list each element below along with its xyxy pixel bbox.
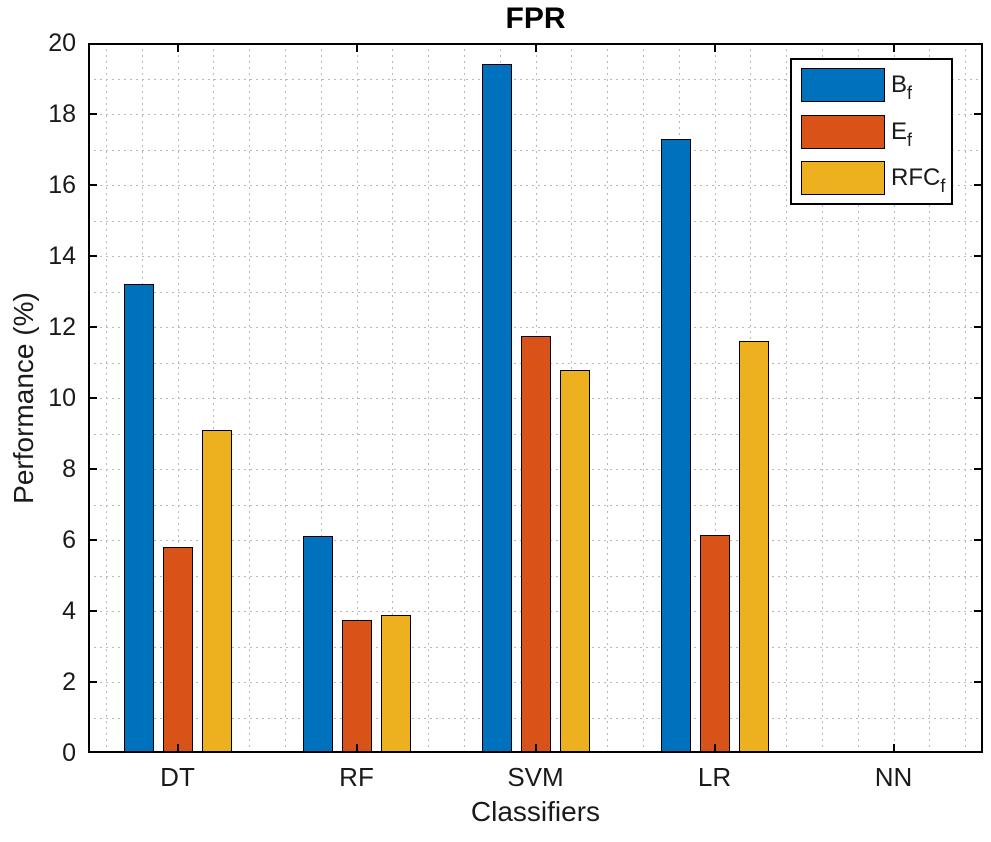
legend-swatch-Bf bbox=[801, 68, 885, 102]
y-axis-tick bbox=[974, 184, 983, 186]
y-tick-label: 6 bbox=[62, 526, 76, 554]
x-axis-tick bbox=[355, 744, 358, 753]
y-tick-label: 0 bbox=[62, 739, 76, 767]
grid-line-horizontal bbox=[88, 327, 983, 328]
y-tick-label: 8 bbox=[62, 455, 76, 483]
y-tick-label: 18 bbox=[48, 100, 76, 128]
y-tick-label: 2 bbox=[62, 668, 76, 696]
bar-Bf-RF bbox=[302, 536, 333, 753]
x-category-label: NN bbox=[874, 762, 913, 792]
grid-line-horizontal bbox=[88, 220, 983, 222]
y-axis-tick bbox=[88, 610, 97, 612]
bar-Ef-RF bbox=[341, 619, 372, 753]
bar-Bf-DT bbox=[123, 284, 154, 753]
x-axis-tick bbox=[176, 744, 179, 753]
grid-line-horizontal bbox=[88, 256, 983, 257]
y-axis-tick bbox=[974, 468, 983, 470]
chart-title: FPR bbox=[505, 2, 566, 35]
y-axis-tick bbox=[88, 113, 97, 115]
y-axis-tick bbox=[88, 184, 97, 186]
y-axis-tick bbox=[88, 468, 97, 470]
y-axis-tick bbox=[88, 681, 97, 683]
y-tick-label: 20 bbox=[48, 29, 76, 57]
legend-item-Ef: Ef bbox=[801, 114, 949, 150]
bar-Ef-SVM bbox=[520, 335, 551, 753]
y-tick-label: 16 bbox=[48, 171, 76, 199]
y-axis-tick bbox=[88, 397, 97, 399]
y-axis-tick bbox=[974, 539, 983, 541]
x-axis-label: Classifiers bbox=[470, 796, 601, 827]
x-axis-tick bbox=[534, 43, 537, 52]
x-axis-tick bbox=[713, 43, 716, 52]
x-axis-tick bbox=[355, 43, 358, 52]
x-category-label: LR bbox=[697, 762, 732, 792]
bar-Ef-DT bbox=[162, 547, 193, 753]
grid-line-horizontal bbox=[88, 149, 983, 151]
y-tick-label: 14 bbox=[48, 242, 76, 270]
bar-RFCf-RF bbox=[380, 614, 411, 753]
y-axis-tick bbox=[88, 255, 97, 257]
x-category-label: DT bbox=[160, 762, 195, 792]
x-axis-tick bbox=[534, 744, 537, 753]
legend: Bf Ef RFCf bbox=[790, 58, 953, 205]
bar-RFCf-LR bbox=[738, 341, 769, 753]
x-category-label: RF bbox=[339, 762, 374, 792]
legend-swatch-Ef bbox=[801, 114, 885, 149]
y-axis-tick bbox=[974, 610, 983, 612]
plot-area: Bf Ef RFCf bbox=[88, 43, 983, 753]
bar-Bf-LR bbox=[660, 138, 691, 753]
legend-item-label: Ef bbox=[891, 117, 913, 150]
legend-item-label: Bf bbox=[891, 71, 913, 103]
bar-RFCf-SVM bbox=[559, 369, 590, 753]
x-axis-tick bbox=[713, 744, 716, 753]
y-axis-tick bbox=[974, 255, 983, 257]
grid-line-horizontal bbox=[88, 291, 983, 293]
bar-Bf-SVM bbox=[481, 64, 512, 753]
x-axis-tick bbox=[892, 43, 895, 52]
y-axis-tick bbox=[974, 326, 983, 328]
grid-line-horizontal bbox=[88, 78, 983, 80]
y-axis-tick bbox=[88, 539, 97, 541]
x-axis-tick bbox=[892, 744, 895, 753]
y-tick-label: 10 bbox=[48, 384, 76, 412]
y-axis-tick bbox=[974, 113, 983, 115]
bar-RFCf-DT bbox=[201, 429, 232, 753]
y-tick-label: 12 bbox=[48, 313, 76, 341]
y-axis-tick bbox=[88, 326, 97, 328]
y-tick-label: 4 bbox=[62, 597, 76, 625]
legend-item-label: RFCf bbox=[891, 164, 946, 196]
y-axis-tick bbox=[974, 397, 983, 399]
y-axis-tick bbox=[974, 681, 983, 683]
legend-item-RFCf: RFCf bbox=[801, 161, 949, 196]
legend-swatch-RFCf bbox=[801, 161, 885, 195]
grid-line-horizontal bbox=[88, 114, 983, 115]
grid-line-horizontal bbox=[88, 185, 983, 186]
x-axis-tick bbox=[176, 43, 179, 52]
bar-Ef-LR bbox=[699, 534, 730, 753]
legend-item-Bf: Bf bbox=[801, 68, 949, 103]
x-category-label: SVM bbox=[507, 762, 564, 792]
